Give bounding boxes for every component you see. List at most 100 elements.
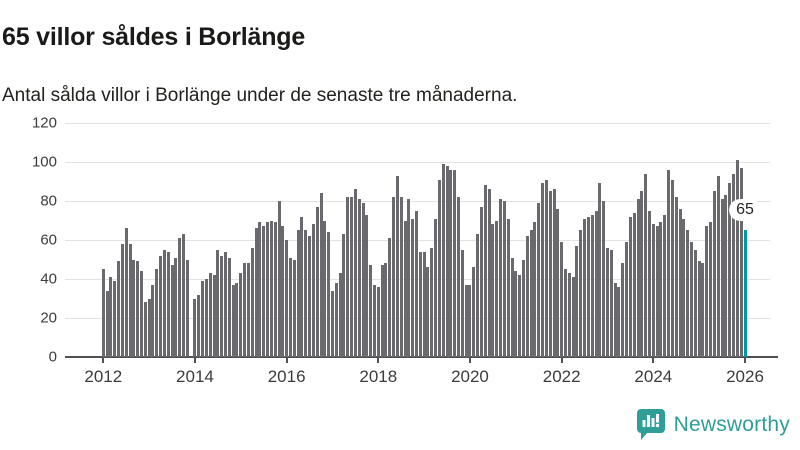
- x-axis-tick-2012: [102, 357, 105, 363]
- bar-2017-01: [330, 290, 334, 357]
- bar-2014-12: [235, 282, 239, 357]
- bar-2016-10: [319, 193, 323, 357]
- bar-2014-07: [216, 249, 220, 357]
- bar-2022-08: [586, 216, 590, 357]
- bar-2017-08: [357, 199, 361, 357]
- bar-2014-05: [208, 273, 212, 357]
- bar-2015-01: [239, 273, 243, 357]
- gridline-100: [65, 161, 770, 163]
- bar-chart-plot-area: 0 20 40 60 80 100 120 2012 2014 2016 2018 2020 2022 2…: [32, 115, 778, 386]
- bar-2024-01: [651, 224, 655, 357]
- bar-2014-04: [204, 279, 208, 357]
- bar-2012-08: [128, 243, 132, 357]
- bar-2019-12: [464, 284, 468, 357]
- bar-2016-08: [311, 224, 315, 357]
- bar-2023-09: [636, 199, 640, 357]
- gridline-120: [65, 122, 770, 124]
- bar-2020-06: [487, 189, 491, 357]
- bar-2013-10: [182, 234, 185, 357]
- y-axis-label-100: 100: [31, 153, 57, 171]
- bar-2019-06: [441, 163, 445, 357]
- bar-2023-06: [625, 241, 629, 357]
- bar-2015-10: [273, 222, 277, 357]
- bar-2021-04: [525, 236, 529, 357]
- bar-2021-09: [544, 179, 548, 357]
- bar-2018-01: [376, 286, 380, 357]
- bar-2016-03: [292, 259, 296, 357]
- bar-2023-10: [640, 191, 644, 357]
- bar-2022-06: [579, 230, 583, 357]
- bar-2019-01: [422, 251, 426, 357]
- bar-2016-07: [308, 236, 312, 357]
- bar-2023-11: [644, 173, 648, 357]
- bar-2024-03: [659, 222, 663, 357]
- bar-2024-02: [655, 226, 659, 357]
- bar-2021-06: [533, 222, 537, 357]
- bar-2014-06: [212, 275, 216, 357]
- bar-2020-11: [506, 218, 510, 357]
- bar-2013-03: [155, 269, 159, 357]
- bar-2019-09: [453, 169, 457, 357]
- bar-2019-04: [434, 218, 438, 357]
- bar-2014-09: [224, 251, 228, 357]
- bar-2016-06: [304, 230, 308, 357]
- x-axis-tick-2026: [744, 357, 746, 363]
- bar-2013-06: [166, 251, 170, 357]
- bar-2024-05: [667, 169, 671, 357]
- bar-2022-07: [583, 218, 587, 357]
- bar-2020-03: [476, 234, 480, 357]
- x-axis-label-2020: 2020: [451, 367, 489, 386]
- bar-2021-07: [537, 202, 541, 357]
- bar-2025-12: [739, 167, 743, 357]
- bar-2021-01: [514, 271, 518, 357]
- x-axis-tick-2022: [560, 357, 563, 363]
- bar-2015-03: [246, 263, 250, 357]
- bar-2024-07: [674, 197, 678, 357]
- bar-2018-11: [415, 210, 418, 357]
- bar-2013-04: [159, 255, 163, 357]
- y-axis-label-0: 0: [48, 348, 57, 366]
- bar-2017-05: [346, 197, 350, 357]
- bar-2018-07: [399, 197, 403, 357]
- bar-2023-04: [617, 286, 621, 357]
- bar-2017-02: [334, 282, 338, 357]
- y-axis-label-80: 80: [40, 192, 57, 210]
- bar-2021-12: [556, 208, 560, 357]
- bar-2013-07: [170, 265, 174, 357]
- bar-2025-08: [724, 195, 728, 357]
- bar-2012-06: [120, 243, 124, 357]
- bar-2020-02: [472, 267, 476, 357]
- bar-2020-04: [479, 206, 483, 357]
- bar-2025-09: [728, 183, 732, 357]
- bar-2017-10: [365, 214, 369, 357]
- bar-2018-02: [380, 265, 384, 357]
- bar-2020-12: [510, 257, 514, 357]
- gridline-80: [65, 200, 770, 202]
- bar-2012-07: [124, 228, 128, 357]
- bar-2012-02: [105, 290, 109, 357]
- bar-2023-01: [605, 247, 609, 357]
- bar-2015-09: [269, 220, 273, 357]
- bar-2016-09: [315, 206, 319, 357]
- bar-2017-11: [369, 265, 373, 357]
- bar-2016-01: [285, 240, 289, 357]
- bar-2013-05: [162, 249, 166, 357]
- bar-2019-02: [426, 267, 430, 357]
- bar-2020-05: [483, 185, 487, 357]
- bar-2015-08: [266, 222, 270, 357]
- bar-2025-10: [732, 173, 736, 357]
- bar-2022-03: [567, 273, 571, 357]
- bar-2016-02: [288, 257, 292, 357]
- bar-2024-12: [693, 249, 697, 357]
- bar-2012-10: [136, 261, 140, 357]
- bar-2015-12: [281, 226, 285, 357]
- y-axis-label-40: 40: [40, 270, 57, 288]
- bar-2022-10: [594, 210, 598, 357]
- newsworthy-brand[interactable]: Newsworthy: [636, 408, 790, 441]
- bar-2022-02: [563, 269, 567, 357]
- bar-2012-12: [143, 302, 147, 357]
- bar-2018-04: [388, 238, 392, 357]
- bar-2025-06: [716, 175, 720, 357]
- bar-2021-10: [548, 191, 552, 357]
